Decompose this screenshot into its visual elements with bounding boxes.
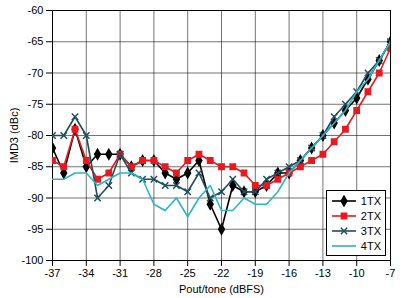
svg-text:-22: -22 [214, 267, 230, 279]
svg-text:IMD3 (dBc): IMD3 (dBc) [8, 108, 20, 164]
svg-text:-100: -100 [21, 254, 43, 266]
svg-text:-90: -90 [28, 192, 44, 204]
html-text:2TX: 2TX [360, 209, 381, 222]
html-text:3TX: 3TX [360, 224, 381, 237]
svg-text:-95: -95 [28, 223, 44, 235]
svg-text:-80: -80 [28, 129, 44, 141]
svg-text:-16: -16 [281, 267, 297, 279]
svg-text:-85: -85 [28, 160, 44, 172]
svg-text:-25: -25 [180, 267, 196, 279]
html-text:1TX: 1TX [360, 194, 381, 207]
html-text:4TX: 4TX [360, 239, 381, 252]
svg-text:-34: -34 [78, 267, 94, 279]
svg-text:-75: -75 [28, 98, 44, 110]
svg-text:-37: -37 [45, 267, 61, 279]
svg-text:-70: -70 [28, 67, 44, 79]
svg-text:-13: -13 [315, 267, 331, 279]
svg-text:-31: -31 [112, 267, 128, 279]
svg-text:-28: -28 [146, 267, 162, 279]
svg-text:-65: -65 [28, 35, 44, 47]
svg-text:-7: -7 [386, 267, 396, 279]
svg-text:-19: -19 [247, 267, 263, 279]
svg-text:-60: -60 [28, 4, 44, 16]
svg-text:Pout/tone (dBFS): Pout/tone (dBFS) [179, 283, 264, 295]
svg-text:-10: -10 [349, 267, 365, 279]
